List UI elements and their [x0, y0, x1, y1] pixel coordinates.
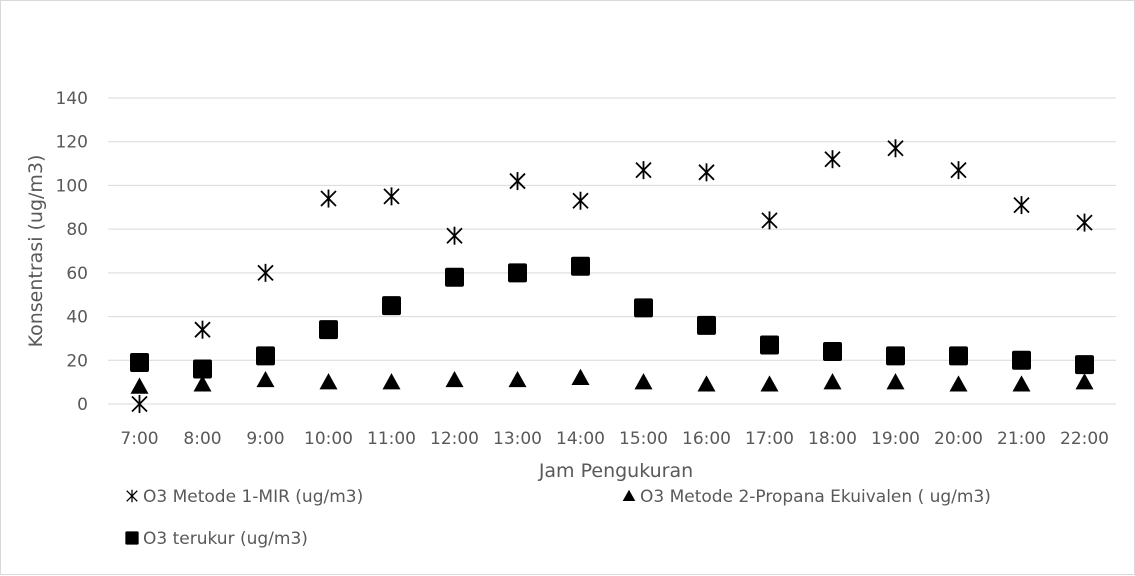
triangle-marker: [319, 373, 338, 390]
square-marker: [1075, 355, 1094, 375]
square-marker: [1012, 350, 1031, 370]
square-marker: [319, 320, 338, 340]
x-tick-label: 22:00: [1060, 429, 1109, 449]
square-marker: [193, 359, 212, 379]
gridlines: [108, 97, 1116, 405]
asterisk-marker: [1076, 213, 1093, 232]
square-marker: [634, 298, 653, 318]
legend-label: O3 Metode 2-Propana Ekuivalen ( ug/m3): [640, 487, 991, 507]
x-tick-label: 20:00: [934, 429, 983, 449]
legend-item: O3 Metode 2-Propana Ekuivalen ( ug/m3): [622, 487, 991, 507]
triangle-marker: [382, 373, 401, 390]
x-tick-label: 16:00: [682, 429, 731, 449]
square-marker: [886, 346, 905, 366]
asterisk-marker: [446, 226, 463, 245]
y-tick-label: 140: [56, 89, 88, 109]
asterisk-marker: [887, 139, 904, 158]
y-axis-tick-labels: 0 20 40 60 80 100 120 140: [56, 89, 88, 415]
x-tick-label: 12:00: [430, 429, 479, 449]
asterisk-marker: [950, 161, 967, 180]
asterisk-marker: [572, 191, 589, 210]
y-tick-label: 80: [66, 220, 88, 240]
legend-item: O3 terukur (ug/m3): [125, 529, 308, 549]
series-triangle: [130, 368, 1094, 394]
triangle-marker: [697, 375, 716, 392]
asterisk-marker: [1013, 196, 1030, 215]
series-square: [130, 256, 1094, 379]
asterisk-marker: [257, 263, 274, 282]
square-marker: [760, 335, 779, 355]
asterisk-marker: [131, 395, 148, 413]
x-tick-label: 13:00: [493, 429, 542, 449]
triangle-marker: [193, 375, 212, 392]
triangle-marker: [1075, 373, 1094, 390]
asterisk-marker: [698, 163, 715, 182]
series-asterisk: [131, 139, 1093, 413]
x-tick-label: 7:00: [120, 429, 158, 449]
x-axis-tick-labels: 7:00 8:00 9:00 10:00 11:00 12:00 13:00 14:00 15:…: [120, 429, 1109, 449]
y-tick-label: 0: [77, 395, 88, 415]
asterisk-marker: [824, 150, 841, 169]
legend-square-icon: [125, 531, 139, 545]
triangle-marker: [886, 373, 905, 390]
legend-label: O3 terukur (ug/m3): [143, 529, 308, 549]
triangle-marker: [445, 370, 464, 388]
triangle-marker: [634, 373, 653, 390]
asterisk-marker: [509, 172, 526, 191]
x-tick-label: 11:00: [367, 429, 416, 449]
triangle-marker: [256, 370, 275, 388]
square-marker: [823, 342, 842, 362]
x-tick-label: 17:00: [745, 429, 794, 449]
asterisk-marker: [320, 189, 337, 208]
square-marker: [949, 346, 968, 366]
x-tick-label: 10:00: [304, 429, 353, 449]
triangle-marker: [508, 370, 527, 388]
asterisk-marker: [383, 187, 400, 206]
legend-asterisk-icon: [126, 489, 138, 503]
y-tick-label: 20: [66, 351, 88, 371]
x-tick-label: 19:00: [871, 429, 920, 449]
asterisk-marker: [635, 161, 652, 180]
legend-label: O3 Metode 1-MIR (ug/m3): [143, 487, 363, 507]
asterisk-marker: [761, 211, 778, 230]
x-tick-label: 21:00: [997, 429, 1046, 449]
y-tick-label: 120: [56, 133, 88, 153]
asterisk-marker: [194, 320, 211, 339]
square-marker: [508, 263, 527, 283]
triangle-marker: [760, 375, 779, 392]
legend: O3 Metode 1-MIR (ug/m3) O3 Metode 2-Propa…: [125, 487, 991, 549]
triangle-marker: [571, 368, 590, 385]
x-axis-title: Jam Pengukuran: [538, 460, 693, 482]
square-marker: [697, 315, 716, 335]
square-marker: [382, 296, 401, 316]
x-tick-label: 9:00: [246, 429, 284, 449]
square-marker: [571, 256, 590, 276]
legend-triangle-icon: [622, 489, 636, 502]
triangle-marker: [1012, 375, 1031, 392]
triangle-marker: [823, 373, 842, 390]
triangle-marker: [130, 377, 149, 394]
square-marker: [445, 267, 464, 287]
x-tick-label: 8:00: [183, 429, 221, 449]
triangle-marker: [949, 375, 968, 392]
y-axis-title: Konsentrasi (ug/m3): [25, 155, 47, 348]
y-tick-label: 40: [66, 308, 88, 328]
y-tick-label: 100: [56, 176, 88, 196]
x-tick-label: 14:00: [556, 429, 605, 449]
x-tick-label: 15:00: [619, 429, 668, 449]
square-marker: [256, 346, 275, 366]
square-marker: [130, 352, 149, 372]
y-tick-label: 60: [66, 264, 88, 284]
data-markers: [130, 139, 1094, 413]
x-tick-label: 18:00: [808, 429, 857, 449]
legend-item: O3 Metode 1-MIR (ug/m3): [126, 487, 363, 507]
